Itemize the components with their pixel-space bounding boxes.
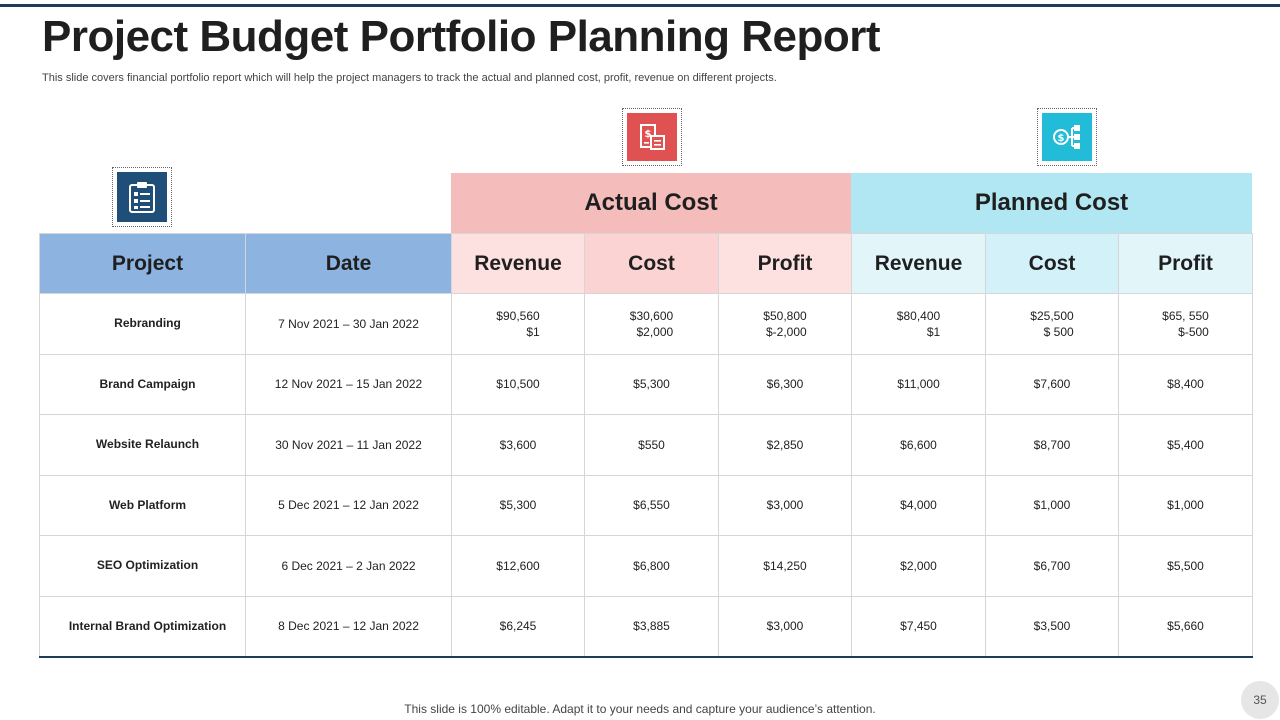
svg-text:$: $ xyxy=(645,129,652,140)
value-line: $25,500 xyxy=(1030,308,1074,323)
value-line: $65, 550 xyxy=(1162,308,1209,323)
cell-actual-profit: $2,850 xyxy=(718,414,852,476)
cell-planned-revenue: $2,000 xyxy=(851,535,986,597)
header-actual-revenue: Revenue xyxy=(451,233,585,294)
cell-actual-profit: $14,250 xyxy=(718,535,852,597)
cell-date: 12 Nov 2021 – 15 Jan 2022 xyxy=(245,353,452,415)
cell-actual-revenue: $6,245 xyxy=(451,595,585,657)
cell-planned-profit: $8,400 xyxy=(1118,353,1253,415)
cell-project: Brand Campaign xyxy=(39,353,246,415)
table-row: Brand Campaign 12 Nov 2021 – 15 Jan 2022… xyxy=(39,353,1253,415)
cell-actual-profit: $6,300 xyxy=(718,353,852,415)
cell-actual-cost: $5,300 xyxy=(584,353,719,415)
cell-date: 6 Dec 2021 – 2 Jan 2022 xyxy=(245,535,452,597)
money-document-icon: $ xyxy=(627,113,677,161)
cell-planned-revenue: $6,600 xyxy=(851,414,986,476)
cell-planned-cost: $6,700 xyxy=(985,535,1119,597)
header-actual-profit: Profit xyxy=(718,233,852,294)
cell-planned-profit: $1,000 xyxy=(1118,474,1253,536)
cell-actual-profit: $3,000 xyxy=(718,595,852,657)
cell-planned-cost: $7,600 xyxy=(985,353,1119,415)
slide-subtitle: This slide covers financial portfolio re… xyxy=(42,72,777,84)
cell-planned-revenue: $80,400 $1 xyxy=(851,293,986,355)
cell-planned-revenue: $11,000 xyxy=(851,353,986,415)
value-line: $1 xyxy=(926,324,941,339)
value-line: $-500 xyxy=(1178,324,1209,339)
planned-icon-frame: $ xyxy=(1037,108,1097,166)
value-line: $2,000 xyxy=(636,324,674,339)
cell-planned-profit: $5,400 xyxy=(1118,414,1253,476)
header-project: Project xyxy=(39,233,246,294)
cell-planned-cost: $8,700 xyxy=(985,414,1119,476)
slide-title: Project Budget Portfolio Planning Report xyxy=(42,12,881,61)
cell-actual-revenue: $12,600 xyxy=(451,535,585,597)
table-row: SEO Optimization 6 Dec 2021 – 2 Jan 2022… xyxy=(39,535,1253,597)
table-header-row: Project Date Revenue Cost Profit Revenue… xyxy=(39,233,1253,294)
clipboard-checklist-icon xyxy=(117,172,167,222)
value-line: $50,800 xyxy=(763,308,807,323)
cell-date: 5 Dec 2021 – 12 Jan 2022 xyxy=(245,474,452,536)
cell-project: Rebranding xyxy=(39,293,246,355)
cell-date: 30 Nov 2021 – 11 Jan 2022 xyxy=(245,414,452,476)
page-number: 35 xyxy=(1241,681,1279,719)
cell-actual-revenue: $5,300 xyxy=(451,474,585,536)
cell-actual-profit: $50,800 $-2,000 xyxy=(718,293,852,355)
cell-date: 7 Nov 2021 – 30 Jan 2022 xyxy=(245,293,452,355)
planned-cost-group-header: Planned Cost xyxy=(851,173,1252,233)
top-rule xyxy=(0,4,1280,7)
actual-icon-frame: $ xyxy=(622,108,682,166)
cell-actual-revenue: $10,500 xyxy=(451,353,585,415)
cell-date: 8 Dec 2021 – 12 Jan 2022 xyxy=(245,595,452,657)
cell-actual-revenue: $90,560 $1 xyxy=(451,293,585,355)
svg-text:$: $ xyxy=(1058,133,1065,144)
budget-table: Project Date Revenue Cost Profit Revenue… xyxy=(39,233,1253,658)
money-hierarchy-icon: $ xyxy=(1042,113,1092,161)
cell-project: Website Relaunch xyxy=(39,414,246,476)
cell-planned-revenue: $4,000 xyxy=(851,474,986,536)
cell-planned-cost: $3,500 xyxy=(985,595,1119,657)
value-line: $30,600 xyxy=(629,308,674,323)
cell-actual-profit: $3,000 xyxy=(718,474,852,536)
header-planned-revenue: Revenue xyxy=(851,233,986,294)
cell-project: Web Platform xyxy=(39,474,246,536)
cell-actual-cost: $30,600 $2,000 xyxy=(584,293,719,355)
value-line: $1 xyxy=(526,324,540,339)
table-row: Website Relaunch 30 Nov 2021 – 11 Jan 20… xyxy=(39,414,1253,476)
header-planned-cost: Cost xyxy=(985,233,1119,294)
cell-planned-profit: $5,500 xyxy=(1118,535,1253,597)
footer-note: This slide is 100% editable. Adapt it to… xyxy=(404,702,876,716)
cell-project: Internal Brand Optimization xyxy=(39,595,246,657)
value-line: $90,560 xyxy=(496,308,540,323)
project-icon-frame xyxy=(112,167,172,227)
cell-actual-cost: $3,885 xyxy=(584,595,719,657)
cell-actual-cost: $6,800 xyxy=(584,535,719,597)
value-line: $80,400 xyxy=(896,308,941,323)
value-line: $ 500 xyxy=(1043,324,1074,339)
cell-actual-cost: $550 xyxy=(584,414,719,476)
value-line: $-2,000 xyxy=(765,324,807,339)
cell-actual-revenue: $3,600 xyxy=(451,414,585,476)
cell-planned-revenue: $7,450 xyxy=(851,595,986,657)
table-row: Rebranding 7 Nov 2021 – 30 Jan 2022 $90,… xyxy=(39,293,1253,355)
header-date: Date xyxy=(245,233,452,294)
cell-planned-profit: $65, 550 $-500 xyxy=(1118,293,1253,355)
header-planned-profit: Profit xyxy=(1118,233,1253,294)
header-actual-cost: Cost xyxy=(584,233,719,294)
cell-planned-cost: $1,000 xyxy=(985,474,1119,536)
table-row: Web Platform 5 Dec 2021 – 12 Jan 2022 $5… xyxy=(39,474,1253,536)
cell-project: SEO Optimization xyxy=(39,535,246,597)
cell-planned-profit: $5,660 xyxy=(1118,595,1253,657)
cell-actual-cost: $6,550 xyxy=(584,474,719,536)
actual-cost-group-header: Actual Cost xyxy=(451,173,851,233)
table-row: Internal Brand Optimization 8 Dec 2021 –… xyxy=(39,595,1253,657)
cell-planned-cost: $25,500 $ 500 xyxy=(985,293,1119,355)
